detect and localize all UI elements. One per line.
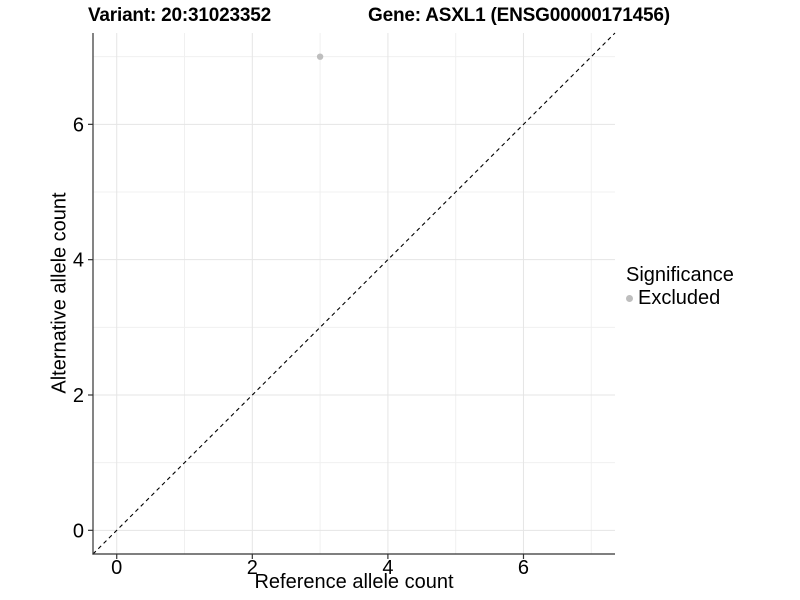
x-tick-label: 4 bbox=[382, 557, 393, 579]
plot-title-gene: Gene: ASXL1 (ENSG00000171456) bbox=[368, 5, 670, 26]
legend-title: Significance bbox=[626, 264, 734, 286]
x-tick-label: 2 bbox=[247, 557, 258, 579]
legend-item-excluded: Excluded bbox=[626, 287, 734, 309]
y-axis-label: Alternative allele count bbox=[48, 192, 71, 394]
y-tick-labels: 0 2 4 6 bbox=[73, 114, 84, 542]
legend-point-icon bbox=[626, 294, 633, 302]
data-point bbox=[316, 53, 324, 60]
x-tick-label: 0 bbox=[111, 557, 122, 579]
y-tick-label: 2 bbox=[73, 385, 84, 407]
legend: Significance Excluded bbox=[626, 264, 734, 309]
axis-lines bbox=[92, 33, 615, 555]
identity-line bbox=[92, 32, 616, 555]
data-points bbox=[316, 53, 324, 60]
x-axis-label: Reference allele count bbox=[254, 571, 454, 593]
y-tick-label: 6 bbox=[73, 114, 84, 136]
legend-item-label: Excluded bbox=[638, 287, 721, 309]
x-tick-label: 6 bbox=[518, 557, 529, 579]
x-tick-labels: 0 2 4 6 bbox=[111, 557, 529, 579]
plot-title-variant: Variant: 20:31023352 bbox=[88, 5, 271, 26]
y-tick-label: 4 bbox=[73, 250, 84, 272]
grid-minor-lines bbox=[93, 33, 615, 554]
y-tick-label: 0 bbox=[73, 520, 84, 542]
tick-marks bbox=[88, 123, 525, 559]
grid-major-lines bbox=[93, 33, 615, 554]
